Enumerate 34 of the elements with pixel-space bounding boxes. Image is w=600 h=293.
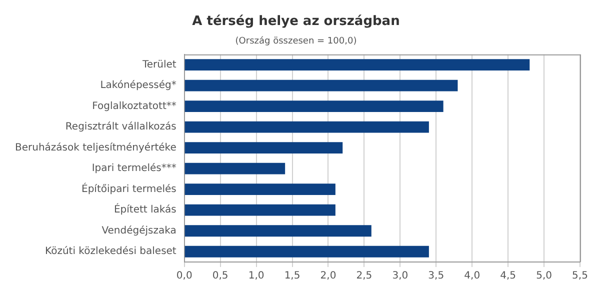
x-tick-label: 2,5 [356, 270, 372, 282]
y-tick-label: Épített lakás [114, 202, 176, 216]
y-tick-label: Ipari termelés*** [92, 163, 176, 174]
y-tick-label: Közúti közlekedési baleset [45, 246, 176, 258]
bar [184, 100, 444, 112]
y-tick-label: Terület [141, 59, 176, 70]
y-tick-label: Beruházások teljesítményértéke [14, 142, 176, 154]
x-tick-label: 3,5 [428, 270, 444, 282]
bar [184, 142, 343, 154]
y-tick-label: Vendégéjszaka [102, 225, 176, 236]
x-tick-label: 4,5 [500, 270, 516, 282]
x-tick-label: 5,0 [536, 270, 552, 282]
y-tick-label: Építőipari termelés [82, 182, 176, 195]
bar [184, 80, 458, 92]
bar [184, 121, 429, 133]
bar [184, 246, 429, 258]
chart-subtitle: (Ország összesen = 100,0) [235, 35, 357, 46]
bar [184, 204, 336, 216]
x-tick-label: 5,5 [572, 270, 588, 282]
x-tick-label: 3,0 [392, 270, 408, 282]
bar [184, 225, 372, 237]
y-tick-label: Regisztrált vállalkozás [65, 122, 176, 133]
bar [184, 59, 530, 70]
x-tick-label: 1,5 [284, 270, 300, 282]
y-tick-label: Foglalkoztatott** [92, 100, 176, 112]
chart-title: A térség helye az országban [192, 14, 400, 30]
x-tick-label: 1,0 [248, 270, 264, 282]
bar [184, 162, 286, 174]
x-tick-label: 0,5 [212, 270, 228, 282]
x-tick-label: 0,0 [176, 270, 192, 282]
y-tick-label: Lakónépesség* [100, 80, 176, 92]
x-tick-label: 2,0 [320, 270, 336, 282]
x-tick-label: 4,0 [464, 270, 480, 282]
bar [184, 184, 336, 196]
